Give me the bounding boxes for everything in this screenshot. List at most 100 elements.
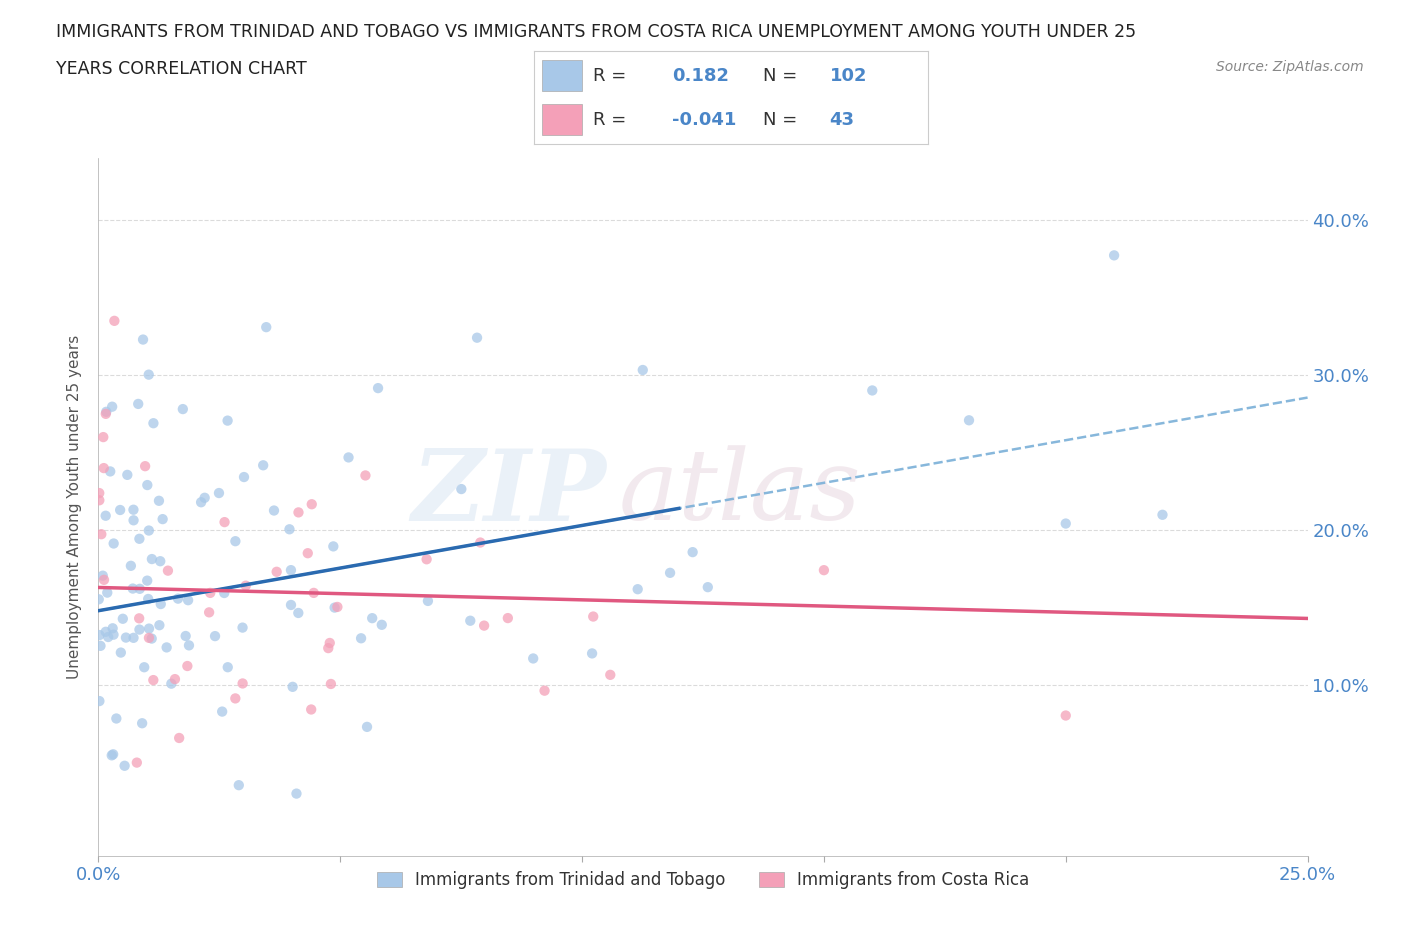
Point — [172, 402, 194, 417]
Text: YEARS CORRELATION CHART: YEARS CORRELATION CHART — [56, 60, 307, 78]
Point — [217, 659, 239, 674]
Point — [228, 777, 250, 792]
Point — [696, 579, 718, 594]
Point — [354, 468, 377, 483]
Point — [285, 786, 308, 801]
Point — [299, 702, 322, 717]
Point — [458, 613, 481, 628]
Point — [142, 416, 165, 431]
Point — [134, 458, 156, 473]
Point — [214, 514, 236, 529]
Point — [177, 592, 200, 607]
Point — [682, 545, 704, 560]
Point — [114, 758, 136, 773]
Point — [287, 605, 309, 620]
FancyBboxPatch shape — [543, 60, 582, 91]
Point — [91, 430, 114, 445]
Point — [138, 621, 160, 636]
Point — [813, 563, 835, 578]
Text: R =: R = — [593, 67, 627, 85]
Point — [174, 629, 197, 644]
Point — [108, 502, 131, 517]
Point — [103, 536, 125, 551]
Point — [141, 551, 163, 566]
Point — [200, 586, 222, 601]
Point — [1054, 708, 1077, 723]
Text: IMMIGRANTS FROM TRINIDAD AND TOBAGO VS IMMIGRANTS FROM COSTA RICA UNEMPLOYMENT A: IMMIGRANTS FROM TRINIDAD AND TOBAGO VS I… — [56, 23, 1136, 41]
Point — [100, 748, 122, 763]
Point — [224, 534, 246, 549]
Point — [89, 485, 111, 500]
Point — [1054, 516, 1077, 531]
Point — [156, 640, 179, 655]
Point — [319, 676, 342, 691]
Point — [367, 380, 389, 395]
Point — [87, 591, 110, 606]
Point — [89, 694, 111, 709]
Point — [121, 581, 143, 596]
Point — [128, 611, 150, 626]
Point — [128, 531, 150, 546]
Text: 102: 102 — [830, 67, 868, 85]
Point — [233, 470, 256, 485]
Point — [190, 495, 212, 510]
Text: -0.041: -0.041 — [672, 111, 737, 128]
Point — [134, 659, 156, 674]
Point — [316, 641, 339, 656]
Text: 43: 43 — [830, 111, 855, 128]
Point — [122, 502, 145, 517]
Point — [533, 684, 555, 698]
Point — [111, 611, 134, 626]
Point — [599, 668, 621, 683]
Point — [217, 413, 239, 428]
Point — [101, 747, 124, 762]
Point — [177, 638, 200, 653]
Point — [496, 611, 519, 626]
Point — [127, 396, 149, 411]
Point — [132, 332, 155, 347]
Point — [232, 676, 254, 691]
Point — [860, 383, 883, 398]
Point — [98, 464, 121, 479]
Point — [450, 482, 472, 497]
Point — [470, 535, 492, 550]
Point — [301, 497, 323, 512]
Point — [465, 330, 488, 345]
Text: R =: R = — [593, 111, 627, 128]
Point — [142, 672, 165, 687]
Point — [280, 563, 302, 578]
Point — [957, 413, 980, 428]
Point — [115, 631, 138, 645]
Point — [582, 609, 605, 624]
Point — [198, 604, 221, 619]
Point — [93, 572, 115, 587]
Point — [125, 755, 148, 770]
Point — [141, 631, 163, 646]
Point — [97, 630, 120, 644]
Legend: Immigrants from Trinidad and Tobago, Immigrants from Costa Rica: Immigrants from Trinidad and Tobago, Imm… — [370, 865, 1036, 897]
Point — [89, 638, 111, 653]
Point — [96, 585, 118, 600]
Point — [235, 578, 257, 593]
Point — [297, 546, 319, 561]
Point — [302, 586, 325, 601]
Point — [103, 313, 125, 328]
Point — [1102, 248, 1125, 263]
Point — [156, 564, 179, 578]
Point — [148, 493, 170, 508]
Point — [263, 503, 285, 518]
Point — [371, 618, 394, 632]
Point — [167, 731, 190, 746]
Point — [89, 493, 111, 508]
Point — [122, 512, 145, 527]
Point — [94, 624, 117, 639]
Point — [416, 593, 439, 608]
Point — [138, 367, 160, 382]
Point — [176, 658, 198, 673]
Text: N =: N = — [762, 111, 797, 128]
Point — [350, 631, 373, 645]
Point — [128, 622, 150, 637]
Point — [128, 581, 150, 596]
Y-axis label: Unemployment Among Youth under 25 years: Unemployment Among Youth under 25 years — [67, 335, 83, 679]
Point — [415, 551, 437, 566]
